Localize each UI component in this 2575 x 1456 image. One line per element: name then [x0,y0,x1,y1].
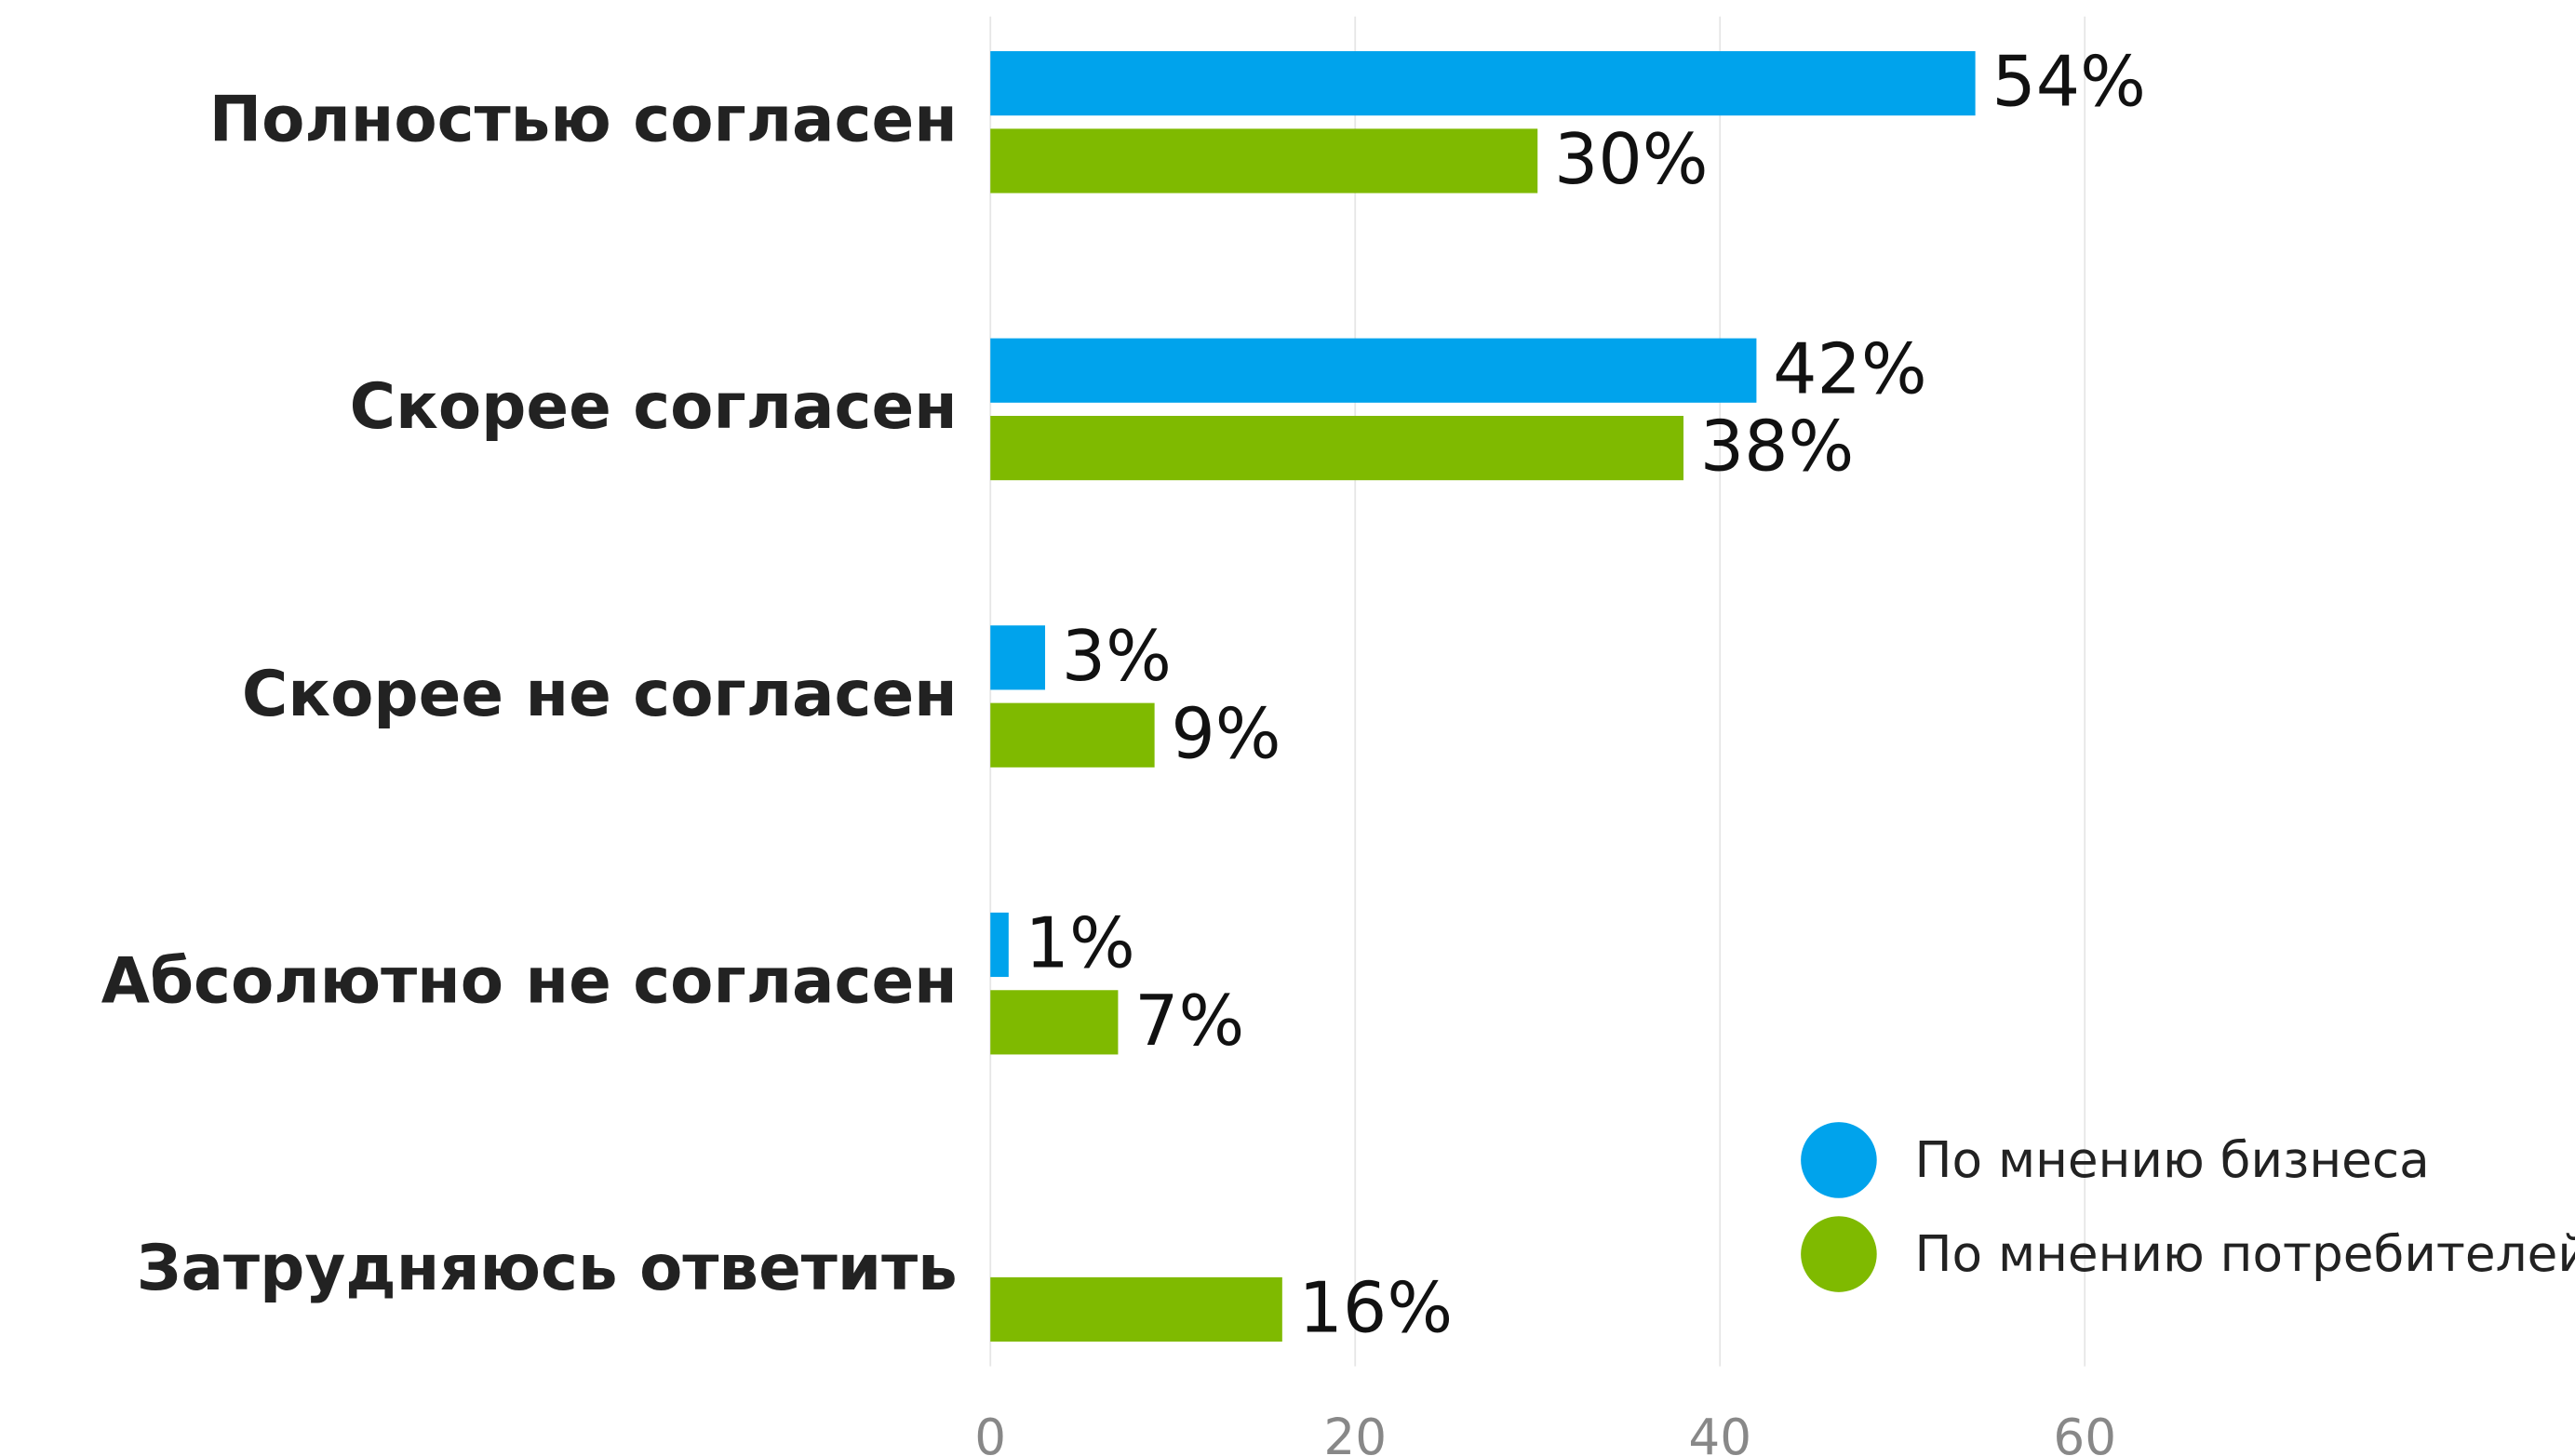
bar [990,912,1009,978]
bar [990,702,1155,768]
bar [990,1276,1282,1342]
x-tick-label: 20 [1323,1409,1387,1456]
legend-label: По мнению потребителей [1915,1225,2575,1283]
legend-marker [1801,1122,1877,1198]
value-label: 42% [1773,328,1927,409]
value-label: 1% [1026,903,1135,984]
bar [990,416,1684,481]
x-tick-label: 40 [1688,1409,1751,1456]
legend-marker [1801,1216,1877,1292]
category-label: Затрудняюсь ответить [137,1231,958,1304]
bar [990,625,1046,690]
value-label: 30% [1554,119,1709,200]
value-label: 54% [1992,42,2146,123]
value-label: 38% [1700,407,1855,488]
value-label: 9% [1171,693,1281,774]
legend-label: По мнению бизнеса [1915,1131,2430,1189]
value-label: 7% [1134,981,1244,1062]
category-label: Абсолютно не согласен [101,943,958,1017]
bar [990,128,1538,194]
category-label: Скорее не согласен [242,657,958,730]
bar [990,51,1976,116]
bar [990,338,1757,403]
x-tick-label: 0 [974,1409,1006,1456]
bar [990,990,1119,1055]
category-label: Скорее согласен [350,369,958,443]
category-label: Полностью согласен [209,83,958,156]
value-label: 3% [1062,616,1172,697]
x-tick-label: 60 [2053,1409,2116,1456]
value-label: 16% [1299,1268,1454,1349]
